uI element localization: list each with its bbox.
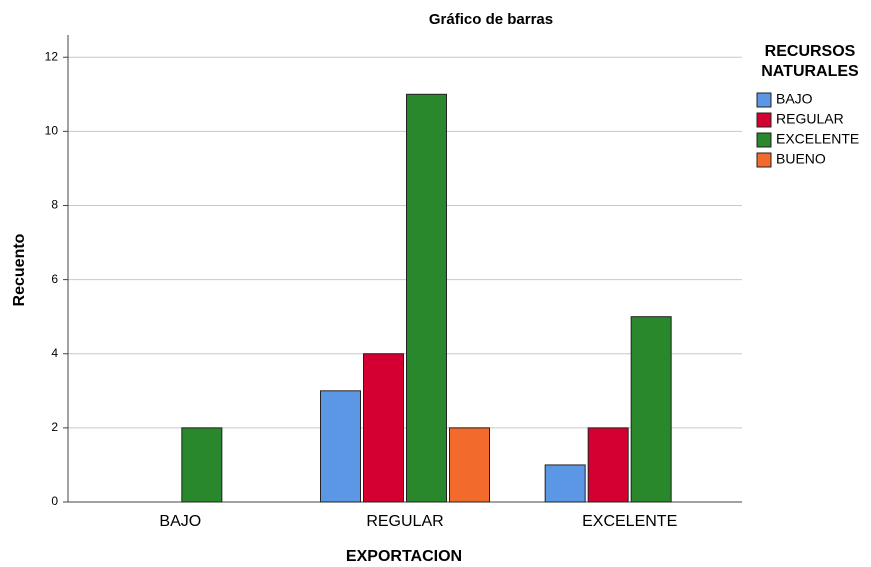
legend-swatch [756,132,772,148]
legend-swatch [756,152,772,168]
legend-label: EXCELENTE [776,131,859,147]
legend-label: BAJO [776,91,813,107]
y-axis-label: Recuento [11,233,28,306]
x-tick-label: EXCELENTE [582,513,677,530]
legend-label: REGULAR [776,111,844,127]
bar [181,427,223,503]
x-axis-label: EXPORTACION [346,548,462,565]
legend-swatch [756,92,772,108]
bar [587,427,629,503]
bar [406,93,447,503]
legend-swatch [756,112,772,128]
y-tick-label: 4 [51,346,58,360]
x-tick-label: BAJO [159,513,201,530]
y-tick-label: 6 [51,272,58,286]
legend-title: RECURSOS [765,43,856,60]
legend-title: NATURALES [761,63,859,80]
bar [363,353,404,503]
bar [320,390,361,503]
y-tick-label: 0 [51,494,58,508]
bar [630,316,672,503]
bar [449,427,490,503]
legend-label: BUENO [776,151,826,167]
x-tick-label: REGULAR [366,513,443,530]
y-tick-label: 2 [51,420,58,434]
chart-title: Gráfico de barras [429,11,553,28]
y-tick-label: 10 [45,124,59,138]
bar [544,464,586,503]
y-tick-label: 12 [45,49,59,63]
y-tick-label: 8 [51,198,58,212]
